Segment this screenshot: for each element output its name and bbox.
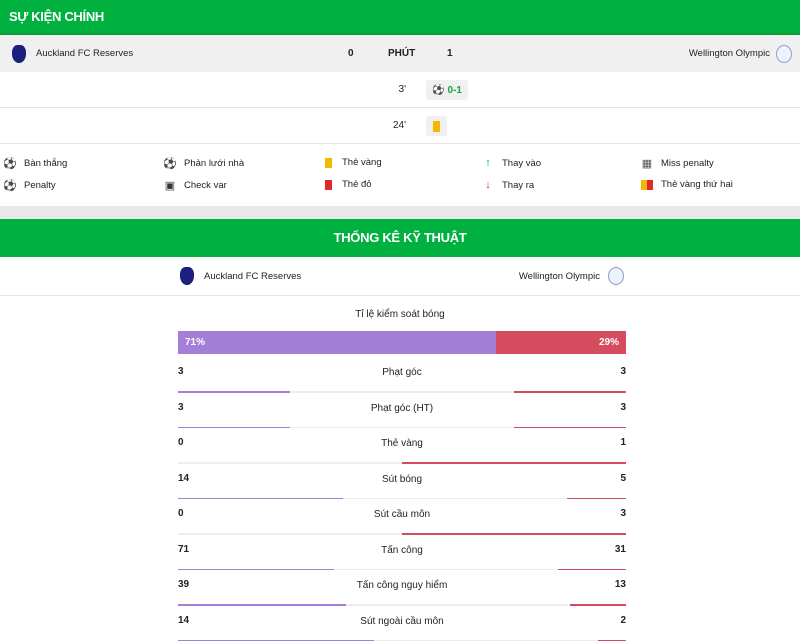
legend-item: ⚽ Bàn thắng [4,157,67,170]
legend-label: Check var [184,180,227,191]
stat-away-value: 13 [615,579,626,590]
stat-away-bar [570,604,626,606]
legend-label: Miss penalty [661,158,714,169]
stat-away-bar [514,427,626,429]
stat-away-value: 3 [620,402,626,413]
legend-label: Thay vào [502,158,541,169]
stat-name: Sút cầu môn [178,509,626,520]
stat-row: 0 Thẻ vàng 1 [178,431,626,467]
away-team-name[interactable]: Wellington Olympic [689,48,770,59]
possession-home: 71% [178,331,496,354]
event-minute: 24' [393,120,406,131]
soccer-ball-icon: ⚽ [432,85,444,96]
legend-item: ⚽ Penalty [4,179,56,192]
legend: ⚽ Bàn thắng ⚽ Phản lưới nhà Thẻ vàng ↑ Thay và… [0,144,800,206]
var-icon: ▣ [164,179,176,192]
yellow-card-icon [433,121,440,132]
legend-item: ↓ Thay ra [482,179,534,191]
sub-in-arrow-icon: ↑ [482,157,494,169]
legend-label: Phản lưới nhà [184,158,244,169]
stat-away-value: 3 [620,366,626,377]
legend-item: Thẻ đỏ [322,179,372,190]
event-row: 24' [0,108,800,144]
stat-home-bar [178,427,290,429]
stat-home-bar [178,498,343,500]
stat-row: 14 Sút bóng 5 [178,467,626,503]
divider [0,206,800,219]
stat-name: Sút ngoài cầu môn [178,616,626,627]
home-team-name[interactable]: Auckland FC Reserves [36,48,133,59]
legend-label: Bàn thắng [24,158,67,169]
away-crest-icon [608,267,624,285]
sub-out-arrow-icon: ↓ [482,179,494,191]
stat-home-bar [178,569,334,571]
stat-name: Thẻ vàng [178,438,626,449]
stat-row: 14 Sút ngoài cầu môn 2 [178,609,626,644]
possession-bar: 71% 29% [178,331,626,354]
event-row: 3' ⚽0-1 [0,72,800,108]
away-crest-icon [776,45,792,63]
stat-name: Tấn công [178,545,626,556]
stat-name: Sút bóng [178,474,626,485]
yellow-card-icon [322,158,334,168]
stat-away-bar [567,498,626,500]
minute-label: PHÚT [388,48,415,59]
soccer-ball-icon: ⚽ [4,157,16,170]
stat-name: Tấn công nguy hiểm [178,580,626,591]
stat-away-value: 5 [620,473,626,484]
events-header: SỰ KIỆN CHÍNH [0,0,800,35]
away-score: 1 [447,48,453,59]
stat-away-bar [558,569,626,571]
legend-label: Thẻ vàng thứ hai [661,179,733,190]
stat-away-value: 2 [620,615,626,626]
stat-home-bar [178,640,374,642]
yellow-card-event [426,116,447,136]
stat-away-value: 3 [620,508,626,519]
stat-away-bar [402,533,626,535]
legend-item: ▦ Miss penalty [641,157,714,170]
stats-teams-row: Auckland FC Reserves Wellington Olympic [0,257,800,296]
home-crest-icon [12,45,26,63]
home-score: 0 [348,48,354,59]
events-teams-row: Auckland FC Reserves 0 PHÚT 1 Wellington… [0,35,800,72]
goal-event: ⚽0-1 [426,80,468,100]
stat-name: Phạt góc (HT) [178,403,626,414]
home-crest-icon [180,267,194,285]
stat-name: Phạt góc [178,367,626,378]
stats-header: THỐNG KÊ KỸ THUẬT [0,219,800,257]
legend-label: Thẻ vàng [342,157,382,168]
possession-away: 29% [496,331,626,354]
stat-home-bar [178,391,290,393]
stat-away-bar [598,640,626,642]
legend-item: ⚽ Phản lưới nhà [164,157,244,170]
stat-row: 3 Phạt góc (HT) 3 [178,396,626,432]
stat-row: 71 Tấn công 31 [178,538,626,574]
stat-away-value: 1 [620,437,626,448]
legend-item: Thẻ vàng [322,157,382,168]
stat-row: 3 Phạt góc 3 [178,360,626,396]
event-minute: 3' [399,84,406,95]
stat-away-bar [514,391,626,393]
stat-home-bar [178,604,346,606]
legend-item: ↑ Thay vào [482,157,541,169]
legend-item: Thẻ vàng thứ hai [641,179,733,190]
legend-label: Thẻ đỏ [342,179,372,190]
stat-away-bar [402,462,626,464]
stat-row: 0 Sút cầu môn 3 [178,502,626,538]
second-yellow-icon [641,180,653,190]
legend-label: Thay ra [502,180,534,191]
own-goal-icon: ⚽ [164,157,176,170]
legend-item: ▣ Check var [164,179,227,192]
red-card-icon [322,180,334,190]
home-team-name[interactable]: Auckland FC Reserves [204,271,301,282]
penalty-icon: ⚽ [4,179,16,192]
legend-label: Penalty [24,180,56,191]
stat-away-value: 31 [615,544,626,555]
stat-row: 39 Tấn công nguy hiểm 13 [178,573,626,609]
possession-label: Tỉ lệ kiểm soát bóng [0,309,800,320]
miss-penalty-icon: ▦ [641,157,653,170]
away-team-name[interactable]: Wellington Olympic [519,271,600,282]
